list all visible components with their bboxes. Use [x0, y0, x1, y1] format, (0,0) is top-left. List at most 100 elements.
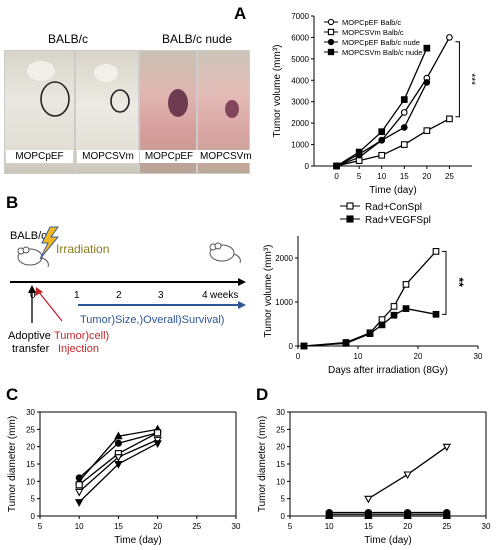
adoptive-label-2: transfer — [12, 343, 50, 355]
photo-group-balbc: BALB/c — [48, 32, 89, 46]
chart-b-tumor-volume: 0 10 20 30 0 1000 2000 Days after irradiation (… — [263, 202, 483, 376]
legend-marker — [346, 202, 354, 210]
tumor-outline — [94, 64, 130, 113]
x-axis-label: Time (day) — [369, 185, 416, 196]
timeline-tick-2: 2 — [116, 290, 122, 301]
schematic-mouse-label: BALB/c — [10, 230, 47, 242]
legend-marker — [346, 215, 354, 223]
y-tick-label: 1000 — [275, 298, 293, 307]
y-tick-label: 0 — [281, 512, 286, 521]
x-tick-label: 5 — [357, 172, 362, 181]
adoptive-label-1: Adoptive — [8, 330, 51, 342]
data-point — [400, 96, 408, 103]
legend-entry: MOPCpEF Balb/c — [342, 18, 401, 27]
series-3 — [74, 436, 162, 497]
data-point — [342, 340, 350, 347]
y-tick-label: 20 — [276, 443, 285, 452]
irradiation-label: Irradiation — [56, 242, 109, 256]
data-point — [400, 109, 408, 116]
x-tick-label: 15 — [114, 522, 123, 531]
injection-arrow — [37, 290, 63, 322]
y-tick-label: 2000 — [291, 119, 309, 128]
series-line — [336, 47, 428, 167]
data-point — [75, 481, 83, 489]
tumor-outline — [27, 61, 70, 117]
data-point — [378, 136, 386, 144]
y-tick-label: 2000 — [275, 254, 293, 263]
mouse-icon — [17, 246, 49, 268]
data-point — [378, 321, 386, 329]
x-axis-label: Days after irradiation (8Gy) — [328, 365, 448, 376]
y-tick-label: 5 — [281, 495, 286, 504]
data-point — [364, 511, 373, 519]
significance-bracket — [442, 250, 447, 315]
series-0 — [364, 443, 452, 504]
data-point — [114, 431, 123, 440]
data-point — [400, 141, 408, 148]
tumor-mass — [168, 89, 188, 117]
x-axis-label: Time (day) — [114, 535, 161, 546]
injection-label-2: Injection — [58, 343, 99, 355]
y-axis-label: Tumor volume (mm³) — [263, 245, 274, 338]
data-point — [75, 474, 83, 482]
data-point — [390, 303, 398, 310]
survival-label: Tumor)Size,)Overall)Survival) — [80, 314, 224, 326]
timeline-tick-0: 0 — [30, 290, 36, 301]
photo-label-1: MOPCpEF — [6, 150, 73, 163]
x-axis-label: Time (day) — [364, 535, 411, 546]
y-tick-label: 0 — [305, 162, 310, 171]
x-tick-label: 25 — [442, 522, 451, 531]
y-tick-label: 25 — [276, 425, 285, 434]
legend-entry: Rad+ConSpl — [365, 202, 422, 213]
data-point — [403, 471, 412, 480]
data-point — [446, 34, 453, 41]
x-tick-label: 5 — [38, 522, 43, 531]
timeline-schematic: BALB/c Irradiation 0 1 2 3 4 weeks Tumor… — [8, 226, 246, 355]
y-tick-label: 20 — [26, 443, 35, 452]
data-point — [390, 311, 398, 319]
data-point — [355, 157, 363, 164]
y-tick-label: 25 — [26, 425, 35, 434]
data-point — [364, 495, 373, 504]
photo-label-2: MOPCSVm — [77, 150, 139, 163]
lightning-icon — [39, 226, 60, 260]
legend-entry: MOPCSVm Balb/c — [342, 28, 404, 37]
y-tick-label: 0 — [31, 512, 36, 521]
series-3 — [324, 511, 452, 519]
panel-letter-a: A — [234, 4, 247, 23]
data-point — [114, 439, 122, 447]
x-tick-label: 10 — [377, 172, 386, 181]
panel-letter-c: C — [6, 385, 19, 404]
data-point — [423, 127, 431, 134]
y-tick-label: 30 — [26, 408, 35, 417]
y-tick-label: 30 — [276, 408, 285, 417]
y-axis-label: Tumor diameter (mm) — [257, 416, 268, 512]
x-tick-label: 10 — [325, 522, 334, 531]
y-tick-label: 1000 — [291, 141, 309, 150]
y-tick-label: 10 — [26, 477, 35, 486]
data-point — [423, 79, 431, 86]
y-tick-label: 4000 — [291, 76, 309, 85]
y-tick-label: 5000 — [291, 55, 309, 64]
y-tick-label: 0 — [289, 342, 294, 351]
photo-label-3: MOPCpEF — [140, 150, 198, 163]
data-point — [402, 281, 410, 288]
data-point — [402, 305, 410, 312]
data-point — [446, 115, 453, 123]
significance-stars: ** — [452, 278, 466, 288]
photo-label-4: MOPCSVm — [198, 150, 252, 163]
chart-a-tumor-volume: 0 5 10 15 20 25 0 1000 2000 3000 4000 5000 6000 7000 T… — [272, 12, 476, 196]
significance-bracket — [455, 41, 460, 118]
legend-entry: MOPCpEF Balb/c nude — [342, 38, 420, 47]
series-4 — [74, 440, 162, 507]
x-tick-label: 30 — [474, 352, 483, 361]
series-line — [336, 37, 450, 167]
timeline-tick-3: 3 — [158, 290, 164, 301]
y-axis-label: Tumor volume (mm³) — [272, 45, 283, 138]
data-point — [114, 454, 123, 462]
x-tick-label: 10 — [354, 352, 363, 361]
series-2 — [75, 429, 162, 489]
x-tick-label: 5 — [288, 522, 293, 531]
tumor-mass — [225, 100, 239, 118]
